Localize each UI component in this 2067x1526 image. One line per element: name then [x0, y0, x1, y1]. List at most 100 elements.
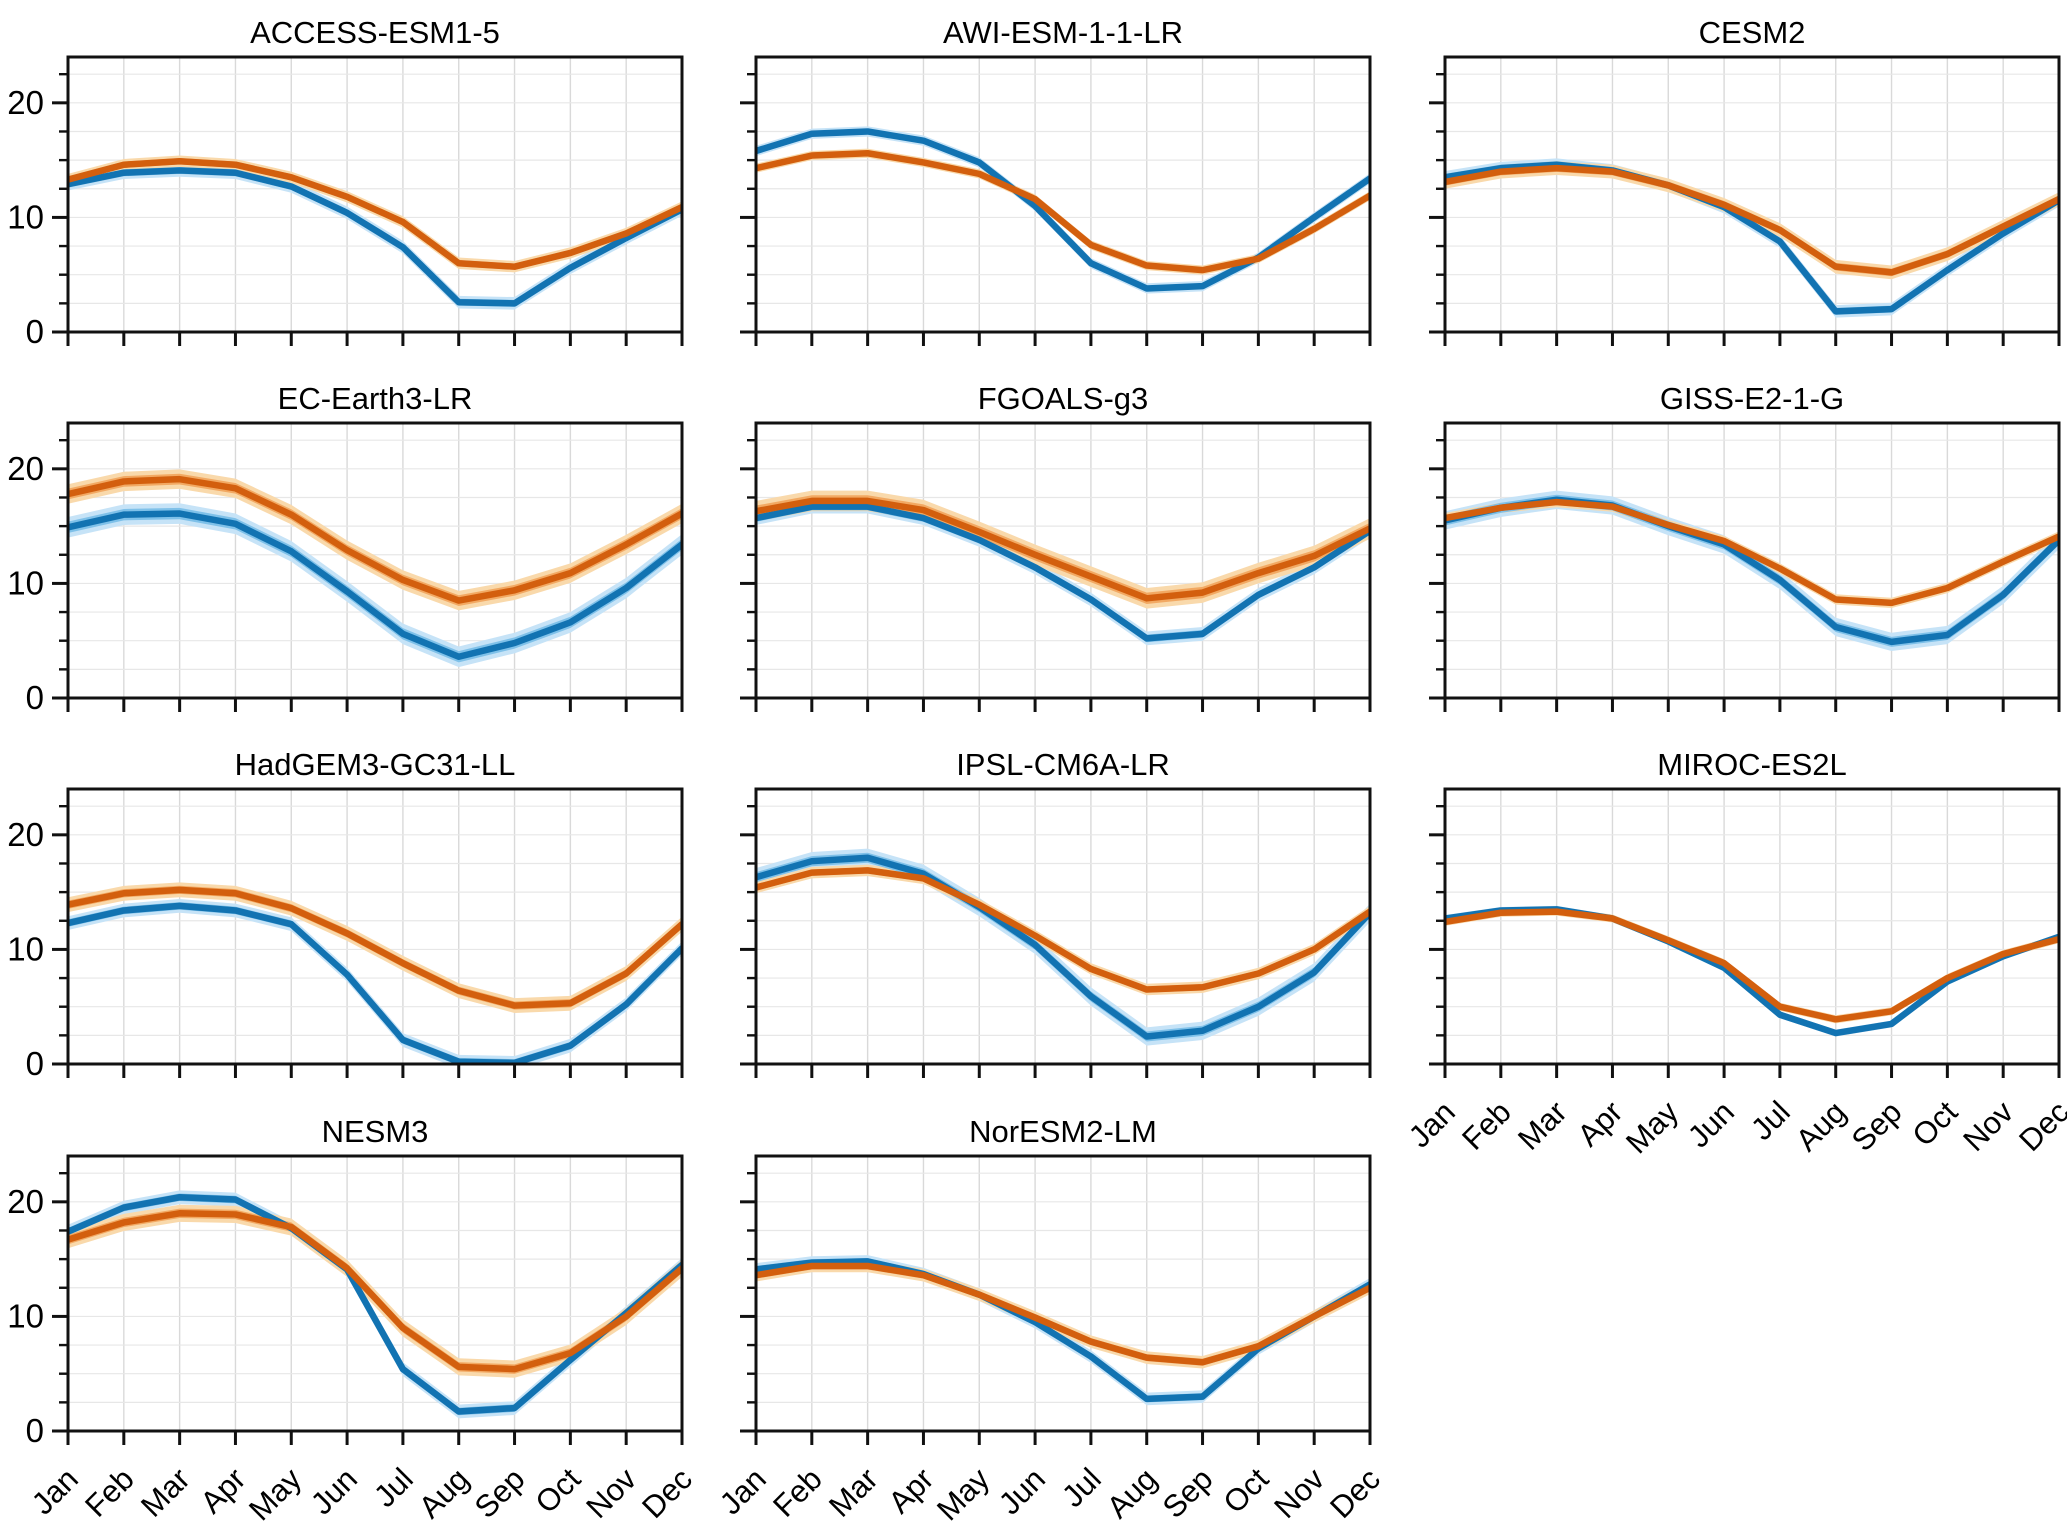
grid	[755, 1156, 1371, 1431]
orange-series-line	[1445, 164, 2059, 276]
x-tick-label: Jan	[1402, 1094, 1462, 1154]
orange-series-band-inner	[756, 1262, 1370, 1366]
x-tick-label: May	[1619, 1094, 1686, 1161]
grid	[67, 57, 683, 332]
subplot-title: FGOALS-g3	[978, 381, 1149, 416]
orange-series-band-inner	[756, 150, 1370, 273]
y-tick-label: 20	[7, 1183, 44, 1220]
ticks	[740, 1171, 1372, 1445]
y-tick-label: 10	[7, 1297, 44, 1334]
x-tick-label: Oct	[1905, 1094, 1964, 1153]
blue-series-line	[68, 1194, 682, 1415]
ticks	[52, 804, 684, 1078]
x-tick-label: Apr	[882, 1461, 941, 1520]
x-tick-label: May	[930, 1461, 997, 1526]
x-tick-label: Nov	[579, 1461, 643, 1525]
x-tick-label: Jul	[1744, 1094, 1797, 1147]
axes-frame	[754, 1154, 1372, 1433]
subplot-title: CESM2	[1699, 15, 1806, 50]
x-tick-label: Sep	[1845, 1094, 1909, 1158]
ticks	[1429, 72, 2061, 346]
grid	[1444, 789, 2060, 1064]
x-tick-label: Dec	[2012, 1094, 2067, 1158]
axes-frame	[1443, 421, 2061, 700]
grid	[67, 423, 683, 698]
x-tick-label: Oct	[528, 1461, 587, 1520]
orange-series-line	[1445, 908, 2059, 1023]
blue-series-line	[1445, 161, 2059, 315]
blue-series-band-outer	[68, 899, 682, 1064]
orange-series-line	[756, 1262, 1370, 1366]
x-tick-label: Apr	[1571, 1094, 1630, 1153]
blue-series-line	[756, 503, 1370, 642]
axes-frame	[754, 787, 1372, 1066]
subplot-title: ACCESS-ESM1-5	[250, 15, 500, 50]
axes-frame	[66, 787, 684, 1066]
y-tick-label: 0	[26, 313, 44, 350]
y-tick-label: 10	[7, 564, 44, 601]
orange-series-band-outer	[756, 148, 1370, 275]
orange-series-band-outer	[1445, 907, 2059, 1024]
orange-series-band-outer	[756, 864, 1370, 996]
orange-series-band-outer	[756, 1259, 1370, 1369]
subplot-title: HadGEM3-GC31-LL	[235, 747, 516, 782]
axes-frame	[66, 421, 684, 700]
subplot-EC-Earth3-LR: 0 10 20 EC-Earth3-LR	[7, 381, 684, 716]
blue-series-line	[68, 167, 682, 307]
subplot-title: GISS-E2-1-G	[1660, 381, 1844, 416]
blue-series-band-inner	[68, 902, 682, 1064]
x-tick-label: Apr	[194, 1461, 253, 1520]
y-tick-label: 20	[7, 450, 44, 487]
orange-series-band-outer	[68, 155, 682, 273]
blue-series-band-outer	[1445, 490, 2059, 652]
orange-series-line	[756, 867, 1370, 993]
axes-frame	[1443, 55, 2061, 334]
ticks	[1429, 438, 2061, 712]
subplot-title: AWI-ESM-1-1-LR	[943, 15, 1183, 50]
subplot-HadGEM3-GC31-LL: 0 10 20 HadGEM3-GC31-LL	[7, 747, 684, 1082]
x-tick-label: Jun	[304, 1461, 364, 1521]
ticks	[740, 72, 1372, 346]
grid	[755, 789, 1371, 1064]
x-tick-label: Mar	[822, 1461, 885, 1524]
y-tick-label: 10	[7, 930, 44, 967]
subplot-title: NorESM2-LM	[969, 1114, 1157, 1149]
blue-series-band-inner	[68, 166, 682, 307]
subplot-FGOALS-g3: FGOALS-g3	[740, 381, 1372, 712]
grid	[755, 57, 1371, 332]
axes-frame	[754, 421, 1372, 700]
orange-series-line	[756, 497, 1370, 602]
y-tick-label: 0	[26, 679, 44, 716]
orange-series-band-inner	[68, 473, 682, 606]
orange-series-line	[68, 1210, 682, 1373]
y-tick-label: 20	[7, 84, 44, 121]
x-tick-label: Sep	[468, 1461, 532, 1525]
subplot-IPSL-CM6A-LR: IPSL-CM6A-LR	[740, 747, 1372, 1078]
orange-series-line	[68, 158, 682, 270]
x-tick-label: Nov	[1267, 1461, 1331, 1525]
axes-frame	[754, 55, 1372, 334]
y-tick-label: 10	[7, 198, 44, 235]
x-tick-label: Jun	[1681, 1094, 1741, 1154]
x-tick-label: May	[242, 1461, 309, 1526]
x-tick-label: Jul	[367, 1461, 420, 1514]
orange-series-band-outer	[68, 1204, 682, 1378]
x-tick-label: Jul	[1055, 1461, 1108, 1514]
subplot-GISS-E2-1-G: GISS-E2-1-G	[1429, 381, 2061, 712]
ticks	[52, 1171, 684, 1445]
axes-frame	[1443, 787, 2061, 1066]
ticks	[1429, 804, 2061, 1078]
orange-series-line	[68, 475, 682, 604]
subplot-title: MIROC-ES2L	[1657, 747, 1846, 782]
blue-series-line	[756, 854, 1370, 1040]
x-tick-label: Jun	[992, 1461, 1052, 1521]
blue-series-line	[68, 510, 682, 660]
y-tick-label: 20	[7, 816, 44, 853]
ticks	[740, 804, 1372, 1078]
x-tick-label: Aug	[1100, 1461, 1164, 1525]
ticks	[52, 438, 684, 712]
grid	[1444, 423, 2060, 698]
